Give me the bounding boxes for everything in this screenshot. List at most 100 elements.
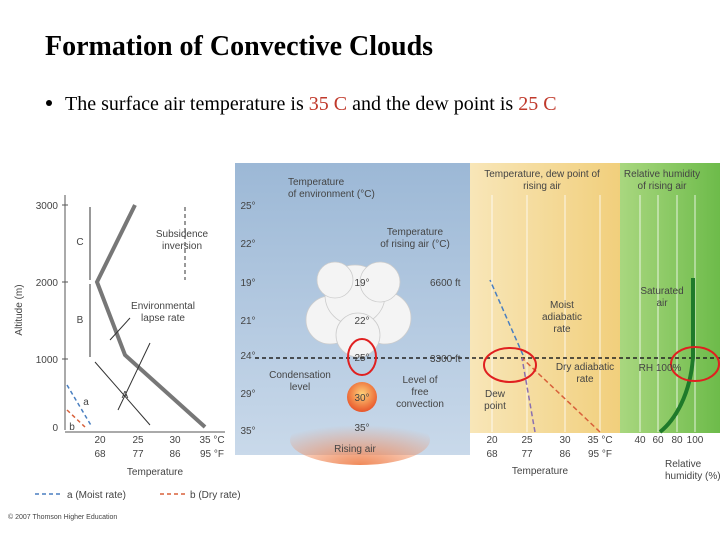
bullet-part: The surface air temperature is bbox=[65, 93, 309, 115]
legend-label: a (Moist rate) bbox=[67, 490, 126, 501]
yellow-panel bbox=[470, 163, 620, 433]
x-tick-label: 35 °C bbox=[587, 435, 612, 446]
annotation: convection bbox=[396, 399, 444, 410]
annotation: free bbox=[411, 387, 429, 398]
x-tick-label: 68 bbox=[486, 449, 498, 460]
x-axis-label: humidity (%) bbox=[665, 471, 720, 482]
altitude-tick-label: 0 bbox=[52, 423, 58, 434]
copyright: © 2007 Thomson Higher Education bbox=[8, 513, 117, 521]
annotation: Temperature bbox=[387, 227, 444, 238]
environment-profile bbox=[94, 204, 207, 429]
x-tick-label: 35 °C bbox=[199, 435, 224, 446]
environment-temp: 19° bbox=[240, 278, 255, 289]
x-axis-label: Relative bbox=[665, 459, 702, 470]
heat-glow bbox=[290, 415, 430, 465]
bullet-text: The surface air temperature is 35 C and … bbox=[65, 93, 557, 115]
altitude-tick-label: 1000 bbox=[36, 355, 59, 366]
annotation: rate bbox=[576, 374, 594, 385]
annotation: rate bbox=[553, 324, 571, 335]
rising-temp: 22° bbox=[354, 316, 369, 327]
x-axis-label: Temperature bbox=[127, 467, 184, 478]
annotation: point bbox=[484, 401, 506, 412]
annotation: of rising air (°C) bbox=[380, 239, 450, 250]
rising-temp: 35° bbox=[354, 423, 369, 434]
y-axis-label: Altitude (m) bbox=[14, 284, 25, 335]
x-tick-label: 86 bbox=[559, 449, 571, 460]
annotation: Level of bbox=[402, 375, 437, 386]
x-tick-label: 30 bbox=[169, 435, 181, 446]
bullet-highlight: 25 C bbox=[518, 93, 556, 115]
x-tick-label: 20 bbox=[486, 435, 498, 446]
x-tick-label: 20 bbox=[94, 435, 106, 446]
x-tick-label: 25 bbox=[521, 435, 533, 446]
annotation: Condensation bbox=[269, 370, 331, 381]
x-tick-label: 80 bbox=[671, 435, 683, 446]
x-tick-label: 30 bbox=[559, 435, 571, 446]
dew-point-line bbox=[489, 279, 524, 356]
annotation: Temperature bbox=[288, 177, 345, 188]
highlight-ring bbox=[483, 347, 537, 383]
annotation: Rising air bbox=[334, 444, 376, 455]
annotation: Subsidence bbox=[156, 229, 209, 240]
bullet-part: and the dew point is bbox=[347, 93, 518, 115]
x-tick-label: 60 bbox=[652, 435, 664, 446]
x-tick-label: 100 bbox=[687, 435, 704, 446]
humidity-curve bbox=[658, 278, 695, 434]
bullet-highlight: 35 C bbox=[309, 93, 347, 115]
annotation: Dew bbox=[485, 389, 506, 400]
legend-label: b (Dry rate) bbox=[190, 490, 241, 501]
annotation: Moist bbox=[550, 300, 574, 311]
moist-rate-line bbox=[66, 384, 93, 428]
highlight-ring bbox=[670, 346, 720, 382]
warm-parcel bbox=[347, 382, 377, 412]
environment-temp: 24° bbox=[240, 351, 255, 362]
x-tick-label: 40 bbox=[634, 435, 646, 446]
rate-label: b bbox=[69, 422, 75, 433]
environment-temp: 22° bbox=[240, 239, 255, 250]
panel-title: of rising air bbox=[638, 181, 688, 192]
rising-temp: 30° bbox=[354, 393, 369, 404]
annotation: level bbox=[290, 382, 311, 393]
rising-temp: 25° bbox=[354, 353, 369, 364]
highlight-ring bbox=[347, 338, 377, 376]
environment-temp: 21° bbox=[240, 316, 255, 327]
rate-label: a bbox=[83, 397, 89, 408]
annotation: inversion bbox=[162, 241, 202, 252]
annotation: RH 100% bbox=[639, 363, 682, 374]
panel-title: Temperature, dew point of bbox=[484, 169, 600, 180]
cloud bbox=[305, 261, 412, 358]
figure bbox=[35, 163, 720, 495]
annotation: air bbox=[656, 298, 668, 309]
environment-temp: 35° bbox=[240, 426, 255, 437]
slide-title: Formation of Convective Clouds bbox=[45, 31, 433, 62]
x-tick-label: 77 bbox=[132, 449, 144, 460]
altitude-tick-label: 3000 bbox=[36, 201, 59, 212]
height-label: 6600 ft bbox=[430, 278, 461, 289]
annotation: Saturated bbox=[640, 286, 683, 297]
layer-label: A bbox=[122, 390, 129, 401]
bullet-dot bbox=[46, 100, 52, 106]
panel-title: Relative humidity bbox=[624, 169, 700, 180]
layer-arrows bbox=[89, 207, 151, 426]
annotation: of environment (°C) bbox=[288, 189, 375, 200]
x-axis-label: Temperature bbox=[512, 466, 569, 477]
rising-temp: 19° bbox=[354, 278, 369, 289]
green-panel bbox=[620, 163, 720, 433]
moist-adiabatic-line bbox=[521, 357, 536, 433]
height-label: 3300 ft bbox=[430, 354, 461, 365]
x-tick-label: 86 bbox=[169, 449, 181, 460]
x-tick-label: 95 °F bbox=[588, 449, 612, 460]
annotation: adiabatic bbox=[542, 312, 582, 323]
layer-label: C bbox=[76, 237, 83, 248]
panel-title: rising air bbox=[523, 181, 561, 192]
x-tick-label: 77 bbox=[521, 449, 533, 460]
altitude-ticks bbox=[62, 204, 68, 360]
annotation: Environmental bbox=[131, 301, 195, 312]
x-tick-label: 68 bbox=[94, 449, 106, 460]
x-tick-label: 95 °F bbox=[200, 449, 224, 460]
environment-temp: 25° bbox=[240, 201, 255, 212]
environment-temp: 29° bbox=[240, 389, 255, 400]
annotation: lapse rate bbox=[141, 313, 185, 324]
x-tick-label: 25 bbox=[132, 435, 144, 446]
